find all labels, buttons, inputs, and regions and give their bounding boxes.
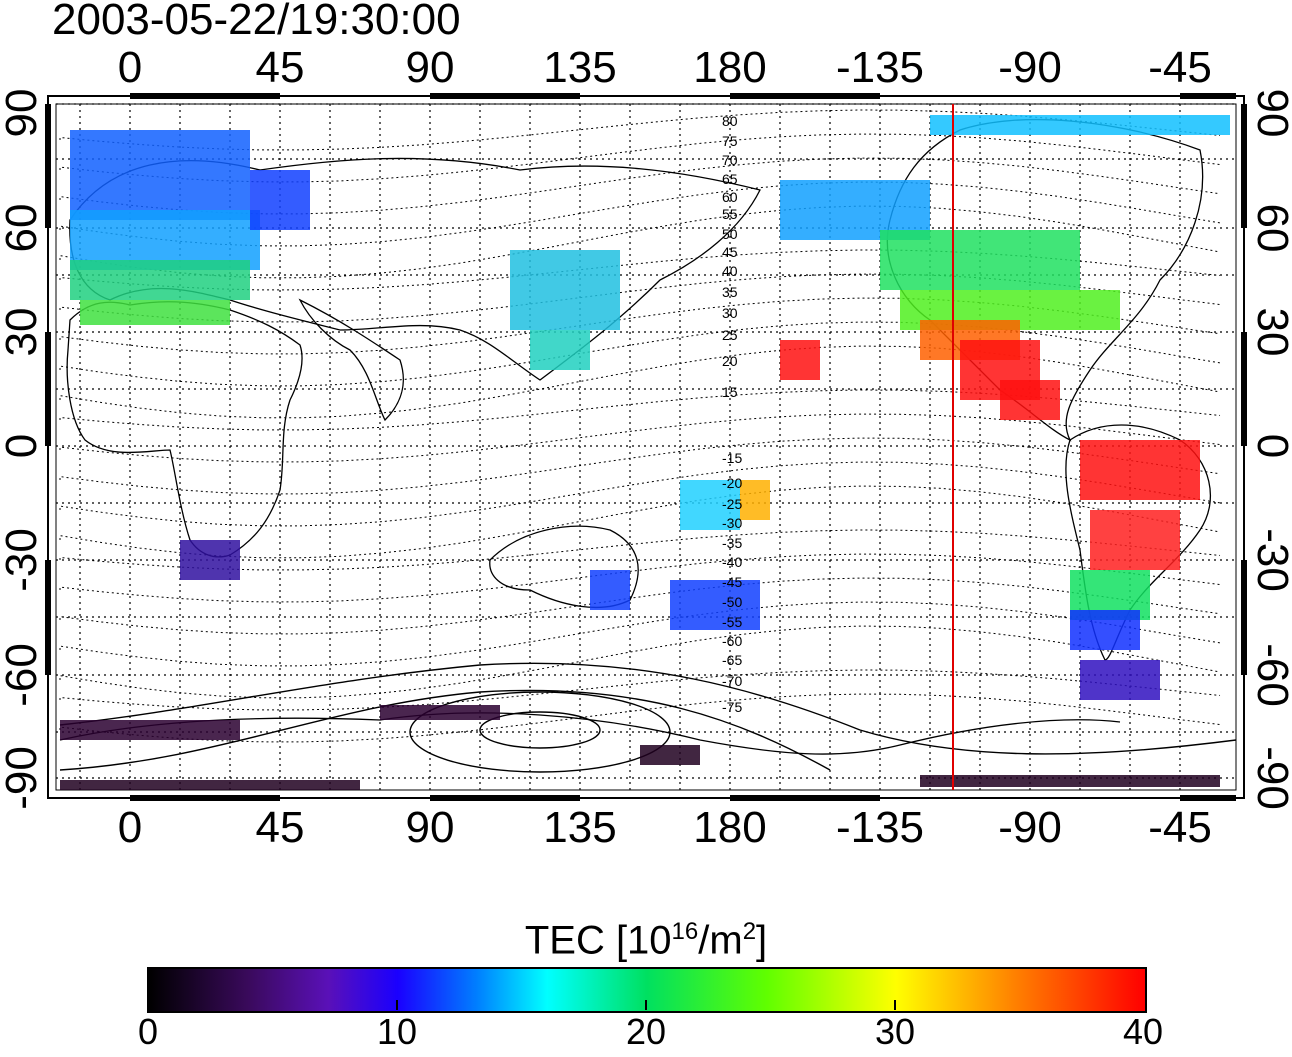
contour-label: -75 [722, 699, 742, 715]
contour-label: -30 [722, 515, 742, 531]
contour-line [59, 437, 1221, 495]
contour-label: 45 [722, 244, 738, 260]
contour-line [59, 693, 1221, 743]
top-lon-tick-neg90: -90 [998, 43, 1062, 92]
contour-label: -35 [722, 535, 742, 551]
tec-patch [740, 480, 770, 520]
tec-patch [180, 540, 240, 580]
top-lon-tick-neg135: -135 [835, 43, 925, 92]
colorbar-title-mid: /m [698, 918, 743, 963]
contour-label: 40 [722, 263, 738, 279]
tec-patch [1000, 380, 1060, 420]
tec-patch [70, 130, 250, 220]
contour-label: -60 [722, 633, 742, 649]
arabia-india-outline [298, 298, 404, 422]
colorbar-tick-mark [894, 1000, 896, 1010]
bottom-lon-tick-45: 45 [255, 803, 305, 852]
tec-patch [510, 250, 620, 330]
top-lon-tick-135: 135 [543, 43, 617, 92]
colorbar-title-suffix: ] [756, 918, 768, 963]
contour-label: 80 [722, 113, 738, 129]
contour-label: -50 [722, 594, 742, 610]
top-lon-tick-neg45: -45 [1148, 43, 1212, 92]
contour-label: -40 [722, 554, 742, 570]
contour-label: 15 [722, 384, 738, 400]
tec-patch [60, 780, 360, 790]
tec-patch [1080, 440, 1200, 500]
colorbar-tick-mark [396, 1000, 398, 1010]
contour-line [59, 133, 1221, 183]
tec-patch [60, 720, 240, 740]
bottom-lon-tick-neg135: -135 [835, 803, 925, 852]
contour-label: -65 [722, 652, 742, 668]
colorbar-tick-40: 40 [1122, 1011, 1164, 1052]
contour-label: -55 [722, 614, 742, 630]
tec-patch [250, 170, 310, 230]
contour-label: -15 [722, 450, 742, 466]
tec-patch [1090, 510, 1180, 570]
bottom-lon-tick-90: 90 [405, 803, 455, 852]
contour-label: -45 [722, 574, 742, 590]
tec-patch [80, 300, 230, 325]
contour-label: 60 [722, 189, 738, 205]
tec-patch [590, 570, 630, 610]
top-lon-tick-45: 45 [255, 43, 305, 92]
antarctica-outline [59, 712, 1121, 755]
contour-label: -20 [722, 475, 742, 491]
contour-label: 55 [722, 206, 738, 222]
tec-patch [780, 340, 820, 380]
contour-label: 35 [722, 284, 738, 300]
colorbar-title-exponent: 16 [671, 918, 699, 945]
tec-patch [880, 230, 1080, 290]
contour-label: 30 [722, 305, 738, 321]
southern-solid-contours [59, 662, 1237, 773]
contour-line [59, 413, 1221, 463]
axis-bars [45, 93, 1247, 801]
colorbar-title-exponent2: 2 [742, 918, 757, 945]
tec-patch [1070, 610, 1140, 650]
contour-label: 65 [722, 171, 738, 187]
tec-patch [380, 705, 500, 720]
tec-patch [920, 775, 1220, 787]
tec-patch [70, 260, 250, 300]
top-lon-tick-90: 90 [405, 43, 455, 92]
colorbar-title-prefix: TEC [10 [524, 918, 672, 963]
colorbar-tick-mark [645, 1000, 647, 1010]
contour-label: 50 [722, 226, 738, 242]
colorbar-tick-10: 10 [376, 1011, 418, 1052]
tec-patch [640, 745, 700, 765]
top-lon-tick-0: 0 [117, 43, 143, 92]
bottom-lon-tick-neg45: -45 [1148, 803, 1212, 852]
map-timestamp-title: 2003-05-22/19:30:00 [52, 0, 461, 44]
colorbar-tick-20: 20 [625, 1011, 667, 1052]
contour-label: -70 [722, 673, 742, 689]
contour-label: 25 [722, 327, 738, 343]
tec-patch [680, 480, 740, 530]
tec-patch [930, 115, 1230, 135]
contour-line [59, 157, 1221, 215]
tec-patch [1080, 660, 1160, 700]
colorbar [147, 967, 1147, 1013]
tec-patch [670, 580, 760, 630]
contour-label: 70 [722, 152, 738, 168]
tec-patch [530, 330, 590, 370]
contour-label: 20 [722, 353, 738, 369]
bottom-lon-tick-135: 135 [543, 803, 617, 852]
contour-line [59, 625, 1221, 699]
tec-data-patches [60, 115, 1230, 790]
bottom-lon-tick-neg90: -90 [998, 803, 1062, 852]
bottom-lon-tick-0: 0 [117, 803, 143, 852]
contour-label: -25 [722, 496, 742, 512]
colorbar-title: TEC [1016/m2] [0, 908, 1292, 964]
bottom-lon-tick-180: 180 [693, 803, 767, 852]
contour-label: 75 [722, 133, 738, 149]
australia-outline [489, 525, 639, 609]
top-lon-tick-180: 180 [693, 43, 767, 92]
colorbar-tick-0: 0 [137, 1011, 159, 1052]
colorbar-tick-30: 30 [874, 1011, 916, 1052]
